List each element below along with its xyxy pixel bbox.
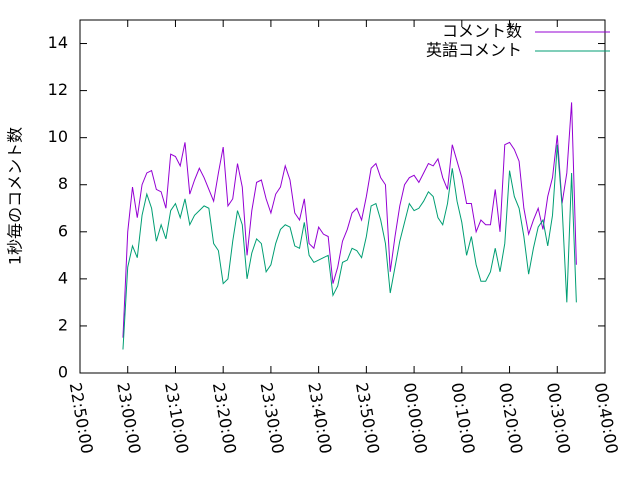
data-line	[122, 102, 577, 338]
x-tick-label: 23:20:00	[209, 381, 240, 455]
legend-label: 英語コメント	[426, 41, 522, 60]
y-tick-label: 6	[58, 221, 68, 240]
x-tick-label: 23:00:00	[113, 381, 144, 455]
x-tick-label: 00:00:00	[400, 381, 431, 455]
x-tick-label: 00:30:00	[543, 381, 574, 455]
x-tick-label: 23:50:00	[352, 381, 383, 455]
y-tick-label: 8	[58, 174, 68, 193]
x-tick-label: 23:10:00	[161, 381, 192, 455]
y-tick-label: 0	[58, 363, 68, 382]
legend-label: コメント数	[442, 22, 522, 41]
plot-frame	[79, 19, 606, 374]
y-tick-label: 14	[48, 33, 68, 52]
y-tick-label: 4	[58, 268, 68, 287]
y-tick-label: 12	[48, 80, 68, 99]
y-tick-label: 10	[48, 127, 68, 146]
x-tick-label: 00:10:00	[447, 381, 478, 455]
x-tick-label: 22:50:00	[66, 381, 97, 455]
y-tick-label: 2	[58, 315, 68, 334]
x-tick-label: 23:40:00	[304, 381, 335, 455]
x-tick-label: 00:20:00	[495, 381, 526, 455]
x-tick-label: 23:30:00	[257, 381, 288, 455]
y-axis-label: 1秒毎のコメント数	[6, 127, 25, 265]
x-tick-label: 00:40:00	[591, 381, 622, 455]
data-line	[122, 144, 577, 350]
